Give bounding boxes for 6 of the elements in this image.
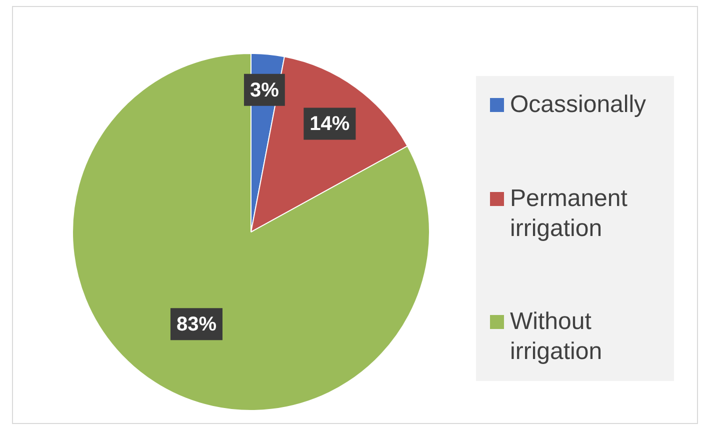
legend-label: Permanent irrigation [510,184,628,244]
data-label: 3% [250,79,280,102]
legend-label: Without irrigation [510,307,604,367]
legend-label: Ocassionally [510,90,646,120]
data-label: 14% [310,113,350,136]
data-label: 83% [176,314,217,336]
